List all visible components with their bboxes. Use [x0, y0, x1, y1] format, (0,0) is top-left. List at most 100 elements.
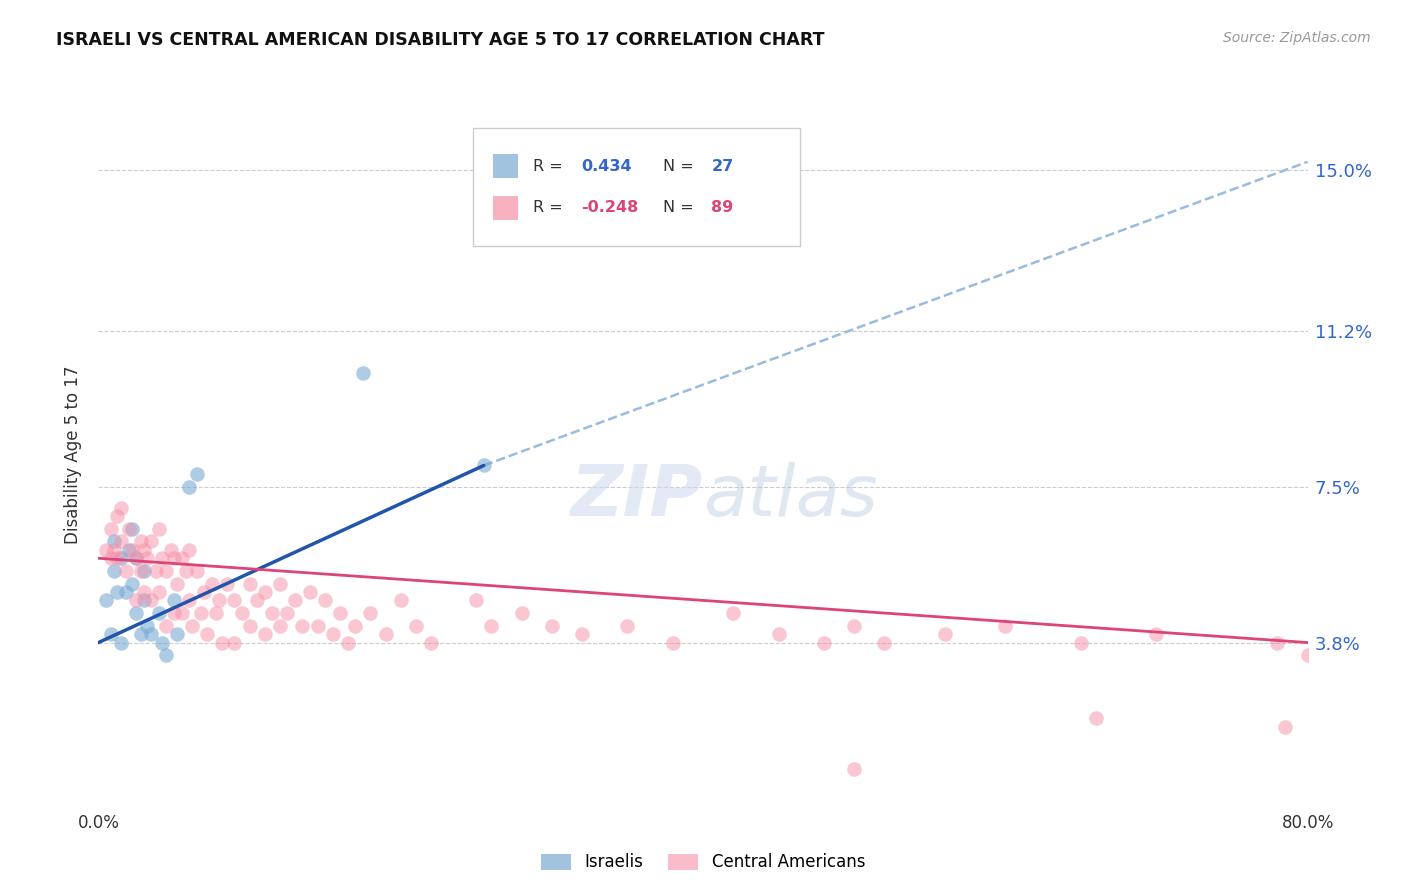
Point — [129, 564, 152, 578]
Point — [121, 542, 143, 557]
Point — [103, 564, 125, 578]
Point — [224, 593, 246, 607]
Point — [132, 564, 155, 578]
Point — [269, 618, 291, 632]
Point — [179, 542, 201, 557]
Point — [118, 522, 141, 536]
Point — [105, 509, 128, 524]
Point — [174, 564, 197, 578]
Point — [94, 542, 117, 557]
Point — [150, 551, 173, 566]
Point — [253, 585, 276, 599]
Point — [186, 564, 208, 578]
Point — [110, 635, 132, 649]
Point — [844, 762, 866, 776]
Point — [121, 576, 143, 591]
Point — [100, 522, 122, 536]
Point — [481, 618, 503, 632]
Point — [125, 551, 148, 566]
Point — [132, 585, 155, 599]
Point — [1070, 635, 1092, 649]
Text: Source: ZipAtlas.com: Source: ZipAtlas.com — [1223, 31, 1371, 45]
Point — [201, 576, 224, 591]
Bar — [492, 195, 517, 220]
Point — [239, 618, 262, 632]
Point — [132, 542, 155, 557]
Point — [211, 635, 233, 649]
Point — [114, 564, 136, 578]
Point — [844, 618, 866, 632]
Point — [1267, 635, 1289, 649]
Point — [291, 618, 314, 632]
Point — [231, 606, 253, 620]
Point — [135, 618, 157, 632]
Point — [208, 593, 231, 607]
Point — [540, 618, 562, 632]
Point — [125, 593, 148, 607]
Point — [405, 618, 427, 632]
Point — [1296, 648, 1319, 663]
Text: 89: 89 — [711, 201, 734, 216]
Point — [276, 606, 298, 620]
Point — [166, 627, 188, 641]
Point — [141, 627, 163, 641]
Point — [170, 606, 193, 620]
Point — [155, 618, 177, 632]
Point — [1085, 711, 1108, 725]
Text: -0.248: -0.248 — [581, 201, 638, 216]
Point — [336, 635, 359, 649]
Point — [224, 635, 246, 649]
Point — [181, 618, 204, 632]
Point — [737, 227, 759, 241]
Point — [105, 585, 128, 599]
Point — [94, 593, 117, 607]
Point — [150, 635, 173, 649]
Text: N =: N = — [664, 201, 699, 216]
Point — [121, 522, 143, 536]
Point — [374, 627, 396, 641]
Point — [110, 500, 132, 515]
Point — [1274, 720, 1296, 734]
Point — [344, 618, 367, 632]
Point — [472, 458, 495, 473]
Legend: Israelis, Central Americans: Israelis, Central Americans — [534, 847, 872, 878]
Point — [284, 593, 307, 607]
Point — [307, 618, 329, 632]
Point — [239, 576, 262, 591]
Point — [132, 593, 155, 607]
Point — [195, 627, 218, 641]
Point — [103, 534, 125, 549]
Point — [105, 551, 128, 566]
Point — [166, 576, 188, 591]
Point — [246, 593, 269, 607]
Point — [148, 585, 170, 599]
Point — [170, 551, 193, 566]
Point — [190, 606, 212, 620]
Point — [314, 593, 336, 607]
Point — [329, 606, 352, 620]
Point — [299, 585, 322, 599]
Text: atlas: atlas — [703, 462, 877, 531]
Point — [465, 593, 488, 607]
Point — [163, 593, 186, 607]
Point — [129, 627, 152, 641]
Point — [100, 627, 122, 641]
Point — [813, 635, 835, 649]
Point — [103, 542, 125, 557]
Point — [129, 534, 152, 549]
Text: ISRAELI VS CENTRAL AMERICAN DISABILITY AGE 5 TO 17 CORRELATION CHART: ISRAELI VS CENTRAL AMERICAN DISABILITY A… — [56, 31, 825, 49]
Text: ZIP: ZIP — [571, 462, 703, 531]
Point — [155, 564, 177, 578]
Point — [360, 606, 382, 620]
Text: N =: N = — [664, 159, 699, 174]
Text: R =: R = — [533, 201, 568, 216]
Point — [141, 534, 163, 549]
FancyBboxPatch shape — [474, 128, 800, 246]
Point — [510, 606, 533, 620]
Text: R =: R = — [533, 159, 568, 174]
Point — [100, 551, 122, 566]
Point — [352, 366, 374, 380]
Bar — [492, 154, 517, 178]
Point — [262, 606, 284, 620]
Point — [141, 593, 163, 607]
